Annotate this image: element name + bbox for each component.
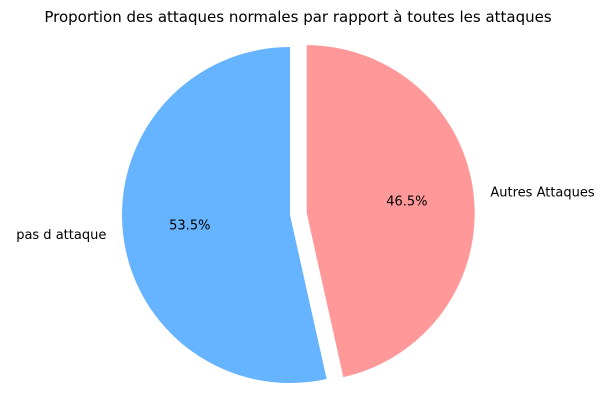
slice-percent-label-1: 53.5% bbox=[169, 219, 210, 234]
slices-layer bbox=[121, 45, 475, 383]
slice-category-label-1: pas d attaque bbox=[16, 228, 106, 243]
pie-slice-1 bbox=[121, 46, 327, 383]
labels-layer: 53.5% pas d attaque 46.5% Autres Attaques bbox=[16, 185, 595, 242]
pie-slice-2 bbox=[306, 45, 475, 378]
chart-title: Proportion des attaques normales par rap… bbox=[44, 8, 552, 26]
slice-percent-label-2: 46.5% bbox=[386, 195, 427, 210]
slice-category-label-2: Autres Attaques bbox=[490, 185, 595, 200]
